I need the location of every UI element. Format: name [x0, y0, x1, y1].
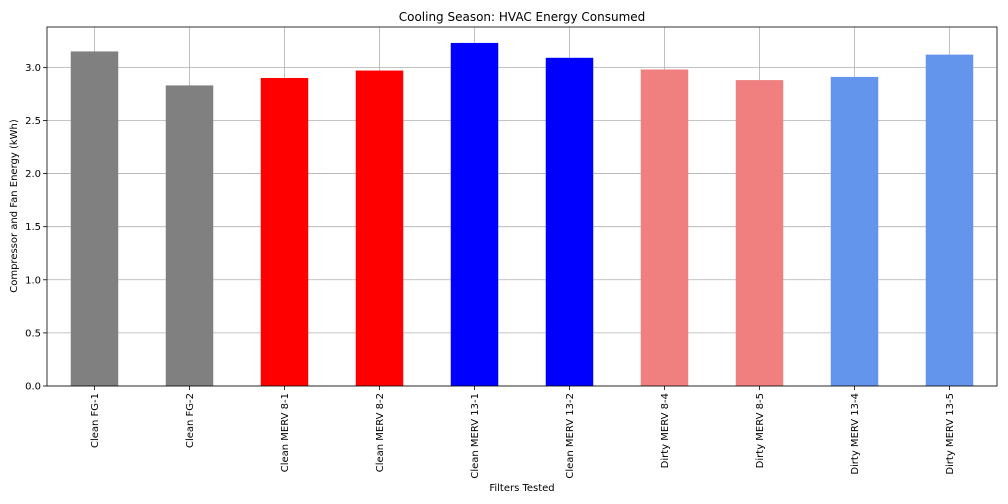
- y-axis-ticks: 0.0 0.5 1.0 1.5 2.0 2.5 3.0: [25, 63, 47, 393]
- x-tick-label: Dirty MERV 8-4: [660, 393, 671, 468]
- bar: [640, 69, 689, 387]
- bar: [355, 70, 404, 387]
- chart-title: Cooling Season: HVAC Energy Consumed: [399, 10, 646, 24]
- x-tick-label: Dirty MERV 8-5: [755, 393, 766, 468]
- y-tick-label: 1.5: [25, 222, 41, 233]
- x-tick-label: Dirty MERV 13-4: [850, 393, 861, 475]
- bar: [925, 54, 974, 386]
- bar: [70, 51, 119, 387]
- y-tick-label: 0.5: [25, 328, 41, 339]
- y-tick-label: 1.0: [25, 275, 41, 286]
- bar: [450, 42, 499, 387]
- y-axis-label: Compressor and Fan Energy (kWh): [9, 119, 20, 293]
- x-axis-ticks: Clean FG-1 Clean FG-2 Clean MERV 8-1 Clean …: [90, 386, 956, 479]
- bar: [830, 76, 879, 387]
- x-tick-label: Clean MERV 13-2: [565, 393, 576, 479]
- x-tick-label: Dirty MERV 13-5: [945, 393, 956, 475]
- x-tick-label: Clean MERV 8-2: [375, 393, 386, 472]
- x-tick-label: Clean FG-1: [90, 393, 101, 448]
- bar: [735, 80, 784, 386]
- x-tick-label: Clean FG-2: [185, 393, 196, 448]
- x-tick-label: Clean MERV 13-1: [470, 393, 481, 479]
- y-tick-label: 2.5: [25, 116, 41, 127]
- bar: [545, 57, 594, 386]
- x-axis-label: Filters Tested: [489, 483, 554, 494]
- bar: [260, 77, 309, 387]
- x-tick-label: Clean MERV 8-1: [280, 393, 291, 472]
- bars: [70, 42, 974, 387]
- y-tick-label: 3.0: [25, 63, 41, 74]
- y-tick-label: 2.0: [25, 169, 41, 180]
- y-tick-label: 0.0: [25, 382, 41, 393]
- bar: [165, 85, 214, 386]
- plot-frame: [46, 26, 998, 387]
